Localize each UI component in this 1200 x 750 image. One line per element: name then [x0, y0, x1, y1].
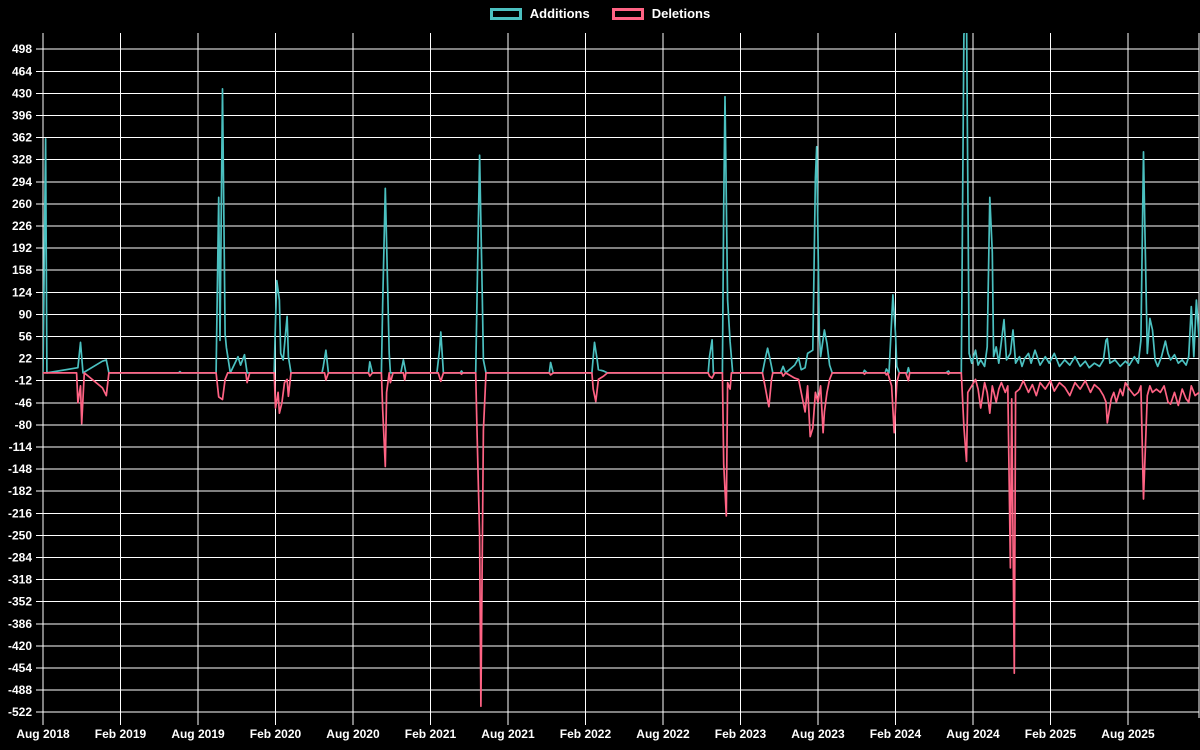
deletions-swatch-icon — [611, 7, 644, 20]
svg-text:124: 124 — [12, 285, 32, 299]
svg-text:Aug 2020: Aug 2020 — [326, 727, 380, 741]
svg-text:-488: -488 — [8, 683, 32, 697]
svg-text:-386: -386 — [8, 617, 32, 631]
svg-text:-182: -182 — [8, 484, 32, 498]
svg-text:396: 396 — [12, 109, 32, 123]
svg-text:430: 430 — [12, 86, 32, 100]
svg-text:-522: -522 — [8, 705, 32, 719]
svg-text:328: 328 — [12, 153, 32, 167]
svg-text:158: 158 — [12, 263, 32, 277]
legend-item-additions[interactable]: Additions — [489, 6, 590, 21]
svg-text:Feb 2022: Feb 2022 — [560, 727, 612, 741]
svg-text:Aug 2018: Aug 2018 — [16, 727, 70, 741]
chart-legend: Additions Deletions — [0, 6, 1200, 21]
svg-text:226: 226 — [12, 219, 32, 233]
legend-label-additions: Additions — [529, 6, 590, 21]
svg-text:56: 56 — [19, 330, 33, 344]
svg-text:Feb 2019: Feb 2019 — [95, 727, 147, 741]
svg-text:-318: -318 — [8, 573, 32, 587]
svg-text:498: 498 — [12, 42, 32, 56]
svg-text:362: 362 — [12, 131, 32, 145]
svg-text:Feb 2023: Feb 2023 — [715, 727, 767, 741]
svg-text:-420: -420 — [8, 639, 32, 653]
svg-text:-454: -454 — [8, 661, 32, 675]
svg-text:-352: -352 — [8, 595, 32, 609]
svg-text:Aug 2019: Aug 2019 — [171, 727, 225, 741]
svg-text:-148: -148 — [8, 462, 32, 476]
svg-text:Aug 2025: Aug 2025 — [1101, 727, 1155, 741]
svg-text:-80: -80 — [15, 418, 33, 432]
svg-text:22: 22 — [19, 352, 33, 366]
svg-text:-216: -216 — [8, 506, 32, 520]
svg-text:192: 192 — [12, 241, 32, 255]
svg-text:Aug 2024: Aug 2024 — [946, 727, 1000, 741]
svg-text:-250: -250 — [8, 528, 32, 542]
svg-text:294: 294 — [12, 175, 32, 189]
svg-text:260: 260 — [12, 197, 32, 211]
legend-label-deletions: Deletions — [651, 6, 711, 21]
legend-item-deletions[interactable]: Deletions — [611, 6, 711, 21]
svg-text:464: 464 — [12, 64, 32, 78]
svg-text:Feb 2025: Feb 2025 — [1025, 727, 1077, 741]
svg-text:Feb 2024: Feb 2024 — [870, 727, 922, 741]
svg-text:Aug 2022: Aug 2022 — [636, 727, 690, 741]
svg-text:-284: -284 — [8, 550, 32, 564]
svg-text:Feb 2020: Feb 2020 — [250, 727, 302, 741]
svg-text:Feb 2021: Feb 2021 — [405, 727, 457, 741]
svg-text:-12: -12 — [15, 374, 33, 388]
svg-text:-114: -114 — [9, 440, 33, 454]
svg-text:-46: -46 — [15, 396, 33, 410]
svg-text:Aug 2023: Aug 2023 — [791, 727, 845, 741]
svg-text:90: 90 — [19, 307, 33, 321]
additions-swatch-icon — [489, 7, 522, 20]
svg-text:Aug 2021: Aug 2021 — [481, 727, 535, 741]
